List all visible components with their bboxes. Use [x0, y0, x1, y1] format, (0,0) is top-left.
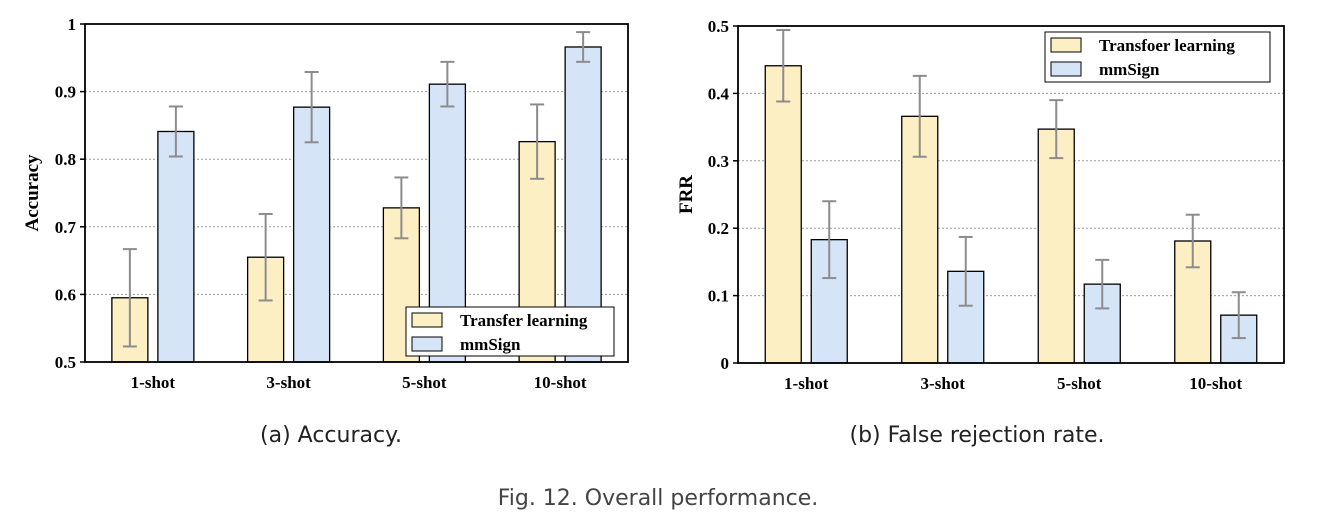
y-axis-label: FRR: [676, 175, 697, 214]
legend-swatch: [411, 312, 443, 328]
x-tick-label: 1-shot: [784, 374, 829, 393]
accuracy-chart: 0.5 0.6 0.7 0.8 0.9 1 Accuracy 1-shot 3-shot 5-sh…: [22, 15, 629, 392]
bar: [1037, 128, 1075, 364]
x-tick-label: 5-shot: [1057, 374, 1102, 393]
y-tick-label: 0.4: [708, 84, 730, 103]
frr-chart: 0 0.1 0.2 0.3 0.4 0.5 FRR 1-shot 3-shot 5-shot 10-…: [676, 17, 1285, 393]
y-tick-label: 1: [68, 15, 77, 34]
plot-frame: [737, 25, 1285, 364]
y-tick-label: 0.1: [708, 287, 729, 306]
y-tick-label: 0.2: [708, 219, 729, 238]
plot-frame: [84, 23, 629, 363]
x-tick-label: 10-shot: [1189, 374, 1242, 393]
figure-caption: Fig. 12. Overall performance.: [498, 486, 819, 511]
subcaption-frr: (b) False rejection rate.: [850, 423, 1105, 448]
legend-label: Transfer learning: [460, 311, 588, 330]
y-tick-label: 0.8: [55, 150, 76, 169]
y-tick-label: 0.6: [55, 285, 76, 304]
y-tick-label: 0.5: [708, 17, 729, 36]
legend-label: mmSign: [460, 335, 521, 354]
bar: [764, 65, 802, 364]
bar: [157, 130, 195, 363]
y-axis-label: Accuracy: [22, 154, 43, 232]
legend-swatch: [1050, 37, 1082, 53]
x-tick-label: 5-shot: [402, 373, 447, 392]
legend-box: [1044, 31, 1271, 83]
legend-label: mmSign: [1099, 60, 1160, 79]
legend-swatch: [1050, 61, 1082, 77]
subcaption-accuracy: (a) Accuracy.: [260, 423, 402, 448]
x-tick-label: 10-shot: [534, 373, 587, 392]
y-tick-label: 0.7: [55, 218, 77, 237]
y-tick-label: 0.5: [55, 353, 76, 372]
x-tick-label: 3-shot: [266, 373, 311, 392]
x-tick-label: 1-shot: [131, 373, 176, 392]
y-tick-label: 0.9: [55, 83, 76, 102]
y-tick-label: 0.3: [708, 152, 729, 171]
legend-label: Transfoer learning: [1099, 36, 1235, 55]
x-tick-label: 3-shot: [921, 374, 966, 393]
legend-swatch: [411, 336, 443, 352]
y-tick-label: 0: [721, 354, 730, 373]
bar: [292, 106, 331, 363]
